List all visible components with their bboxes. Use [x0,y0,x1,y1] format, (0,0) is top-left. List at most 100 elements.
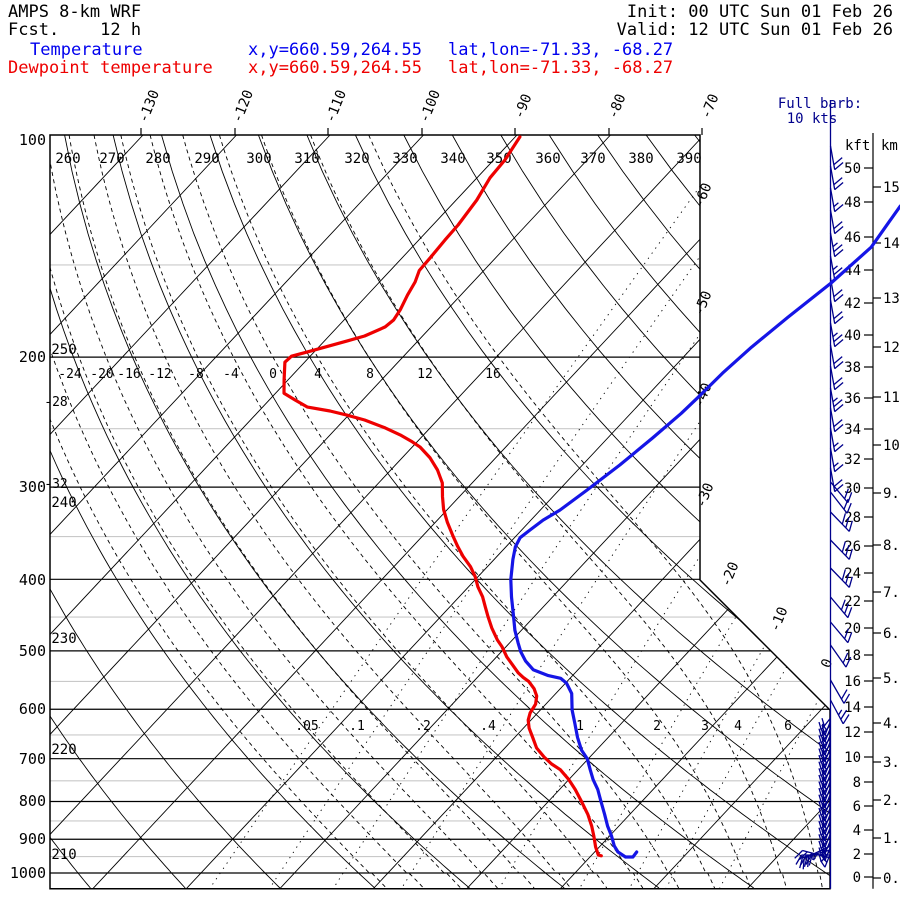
kft-tick-label: 24 [844,566,861,582]
wind-barb [829,209,844,235]
svg-text:.2: .2 [415,719,431,734]
wind-barb [795,854,831,865]
legend-temperature-label: Temperature [30,40,143,60]
svg-text:800: 800 [19,792,46,810]
svg-text:210: 210 [51,847,76,863]
kft-tick-label: 32 [844,452,861,468]
wind-barb [830,481,853,504]
km-tick-label: 13. [883,291,900,307]
legend-temperature-xy: x,y=660.59,264.55 [248,40,422,60]
svg-text:600: 600 [19,700,46,718]
kft-tick-label: 2 [853,847,861,863]
svg-text:400: 400 [19,571,46,589]
barb-key-line2: 10 kts [786,111,838,127]
svg-text:16: 16 [485,367,501,382]
svg-text:500: 500 [19,642,46,660]
svg-text:kft: kft [845,138,870,154]
legend-dewpoint-xy: x,y=660.59,264.55 [248,58,422,78]
dry-adiabat-labels: 260 270 280 290 300 310 320 330 340 350 360 370 380 3… [51,151,701,863]
svg-text:900: 900 [19,830,46,848]
init-time: Init: 00 UTC Sun 01 Feb 26 [626,2,893,22]
kft-tick-label: 14 [844,700,861,716]
kft-tick-label: 18 [844,648,861,664]
pressure-axis-labels: 100 200 300 400 500 600 700 800 900 1000 [10,131,46,882]
svg-text:370: 370 [580,151,605,167]
wind-barb [829,165,844,191]
kft-tick-label: 8 [853,775,861,791]
kft-tick-label: 38 [844,360,861,376]
svg-text:340: 340 [440,151,465,167]
legend-temperature-latlon: lat,lon=-71.33, -68.27 [448,40,674,60]
svg-text:240: 240 [51,495,76,511]
km-tick-label: 0. [883,871,900,887]
wind-barb [829,145,844,171]
svg-text:-60: -60 [691,181,715,210]
top-isotherm-labels: -130 -120 -110 -100 -90 -80 -70 [136,88,722,135]
km-tick-label: 14. [883,236,900,252]
svg-text:-110: -110 [323,88,350,125]
km-tick-label: 15. [883,180,900,196]
svg-text:-90: -90 [511,92,535,121]
kft-tick-label: 20 [844,621,861,637]
svg-text:km: km [881,138,898,154]
wind-barb [829,679,851,704]
svg-text:-100: -100 [417,88,444,125]
km-tick-label: 6. [883,626,900,642]
svg-text:-10: -10 [767,605,791,634]
svg-text:300: 300 [19,478,46,496]
wind-barb [829,232,844,258]
halflevel-lines [50,264,830,858]
km-tick-label: 1. [883,831,900,847]
isotherms [50,135,830,889]
svg-text:300: 300 [246,151,271,167]
svg-text:330: 330 [392,151,417,167]
legend-dewpoint-latlon: lat,lon=-71.33, -68.27 [448,58,674,78]
wind-barb [830,539,853,560]
wind-barb [829,299,844,325]
kft-tick-label: 28 [844,510,861,526]
moist-adiabats [50,135,823,889]
wind-barb [829,187,844,213]
svg-text:-28: -28 [44,395,67,410]
wind-barb [829,467,844,493]
km-tick-label: 12. [883,340,900,356]
pressure-lines [50,356,830,874]
model-title: AMPS 8-km WRF [8,2,142,22]
svg-text:4: 4 [734,719,742,734]
svg-text:.05: .05 [295,719,318,734]
kft-tick-label: 46 [844,230,861,246]
svg-text:320: 320 [344,151,369,167]
skewt-grid [50,135,830,889]
wind-barb [830,621,853,644]
svg-text:8: 8 [366,367,374,382]
wind-barb [829,447,844,473]
temperature-curve [509,204,900,859]
svg-text:260: 260 [55,151,80,167]
wind-barb [829,491,852,514]
svg-text:.4: .4 [480,719,496,734]
kft-tick-label: 0 [853,870,861,886]
wind-barb-column [794,100,853,889]
kft-tick-label: 26 [844,539,861,555]
kft-tick-label: 4 [853,823,861,839]
svg-text:1: 1 [576,719,584,734]
svg-text:350: 350 [486,151,511,167]
kft-tick-label: 48 [844,195,861,211]
km-tick-label: 3. [883,755,900,771]
svg-text:-24: -24 [58,367,82,382]
svg-text:250: 250 [51,342,76,358]
svg-text:0: 0 [818,657,836,671]
svg-text:4: 4 [314,367,322,382]
svg-text:-120: -120 [230,88,257,125]
km-tick-label: 2. [883,793,900,809]
wind-barb [829,407,844,433]
svg-text:700: 700 [19,750,46,768]
km-tick-label: 4. [883,716,900,732]
wind-barb [802,845,831,870]
valid-time: Valid: 12 UTC Sun 01 Feb 26 [616,20,893,40]
kft-tick-label: 16 [844,674,861,690]
km-tick-label: 9. [883,486,900,502]
mixing-ratio-lines [209,135,830,889]
